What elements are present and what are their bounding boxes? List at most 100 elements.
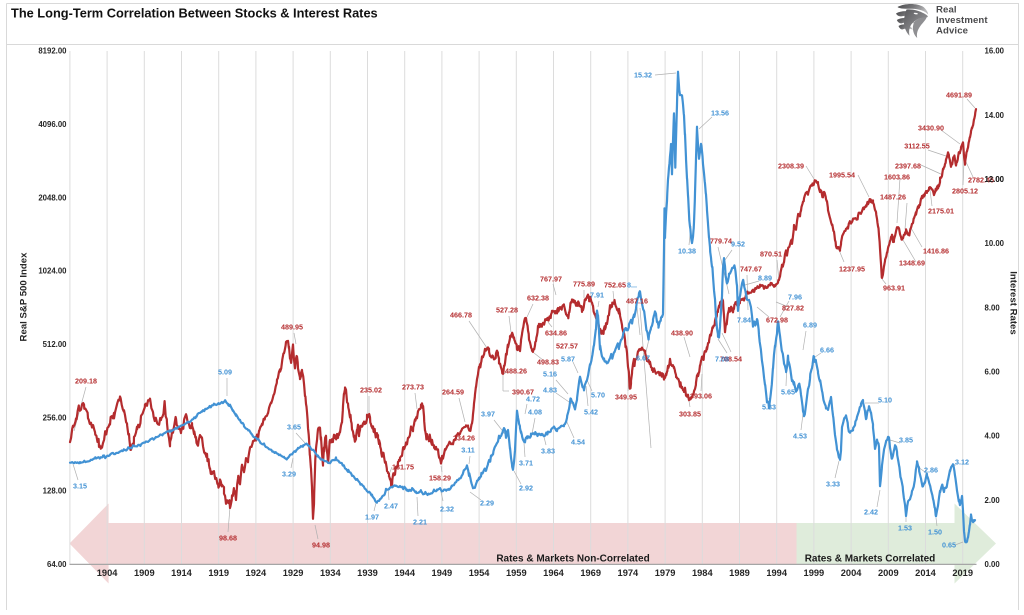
svg-text:775.89: 775.89 xyxy=(573,280,595,289)
svg-text:1348.69: 1348.69 xyxy=(899,259,925,268)
svg-text:1939: 1939 xyxy=(357,568,378,578)
svg-text:2.86: 2.86 xyxy=(924,466,938,475)
svg-text:4.72: 4.72 xyxy=(526,395,540,404)
svg-text:1904: 1904 xyxy=(97,568,119,578)
svg-text:512.00: 512.00 xyxy=(43,340,68,349)
svg-text:0.65: 0.65 xyxy=(942,541,956,550)
svg-text:Rates & Markets Non-Correlated: Rates & Markets Non-Correlated xyxy=(496,553,649,564)
svg-text:708.54: 708.54 xyxy=(720,355,742,364)
svg-text:1974: 1974 xyxy=(618,568,640,578)
svg-text:2009: 2009 xyxy=(878,568,899,578)
svg-text:3.33: 3.33 xyxy=(826,480,840,489)
svg-text:5.16: 5.16 xyxy=(543,370,557,379)
svg-text:4096.00: 4096.00 xyxy=(38,120,67,129)
svg-text:1024.00: 1024.00 xyxy=(38,267,67,276)
svg-text:12.00: 12.00 xyxy=(985,175,1005,184)
svg-text:466.78: 466.78 xyxy=(450,311,472,320)
svg-text:3.15: 3.15 xyxy=(73,482,87,491)
svg-text:14.00: 14.00 xyxy=(985,111,1005,120)
svg-text:235.02: 235.02 xyxy=(360,386,382,395)
svg-text:94.98: 94.98 xyxy=(312,541,330,550)
svg-text:1979: 1979 xyxy=(655,568,676,578)
svg-text:5.42: 5.42 xyxy=(584,408,598,417)
svg-text:5.10: 5.10 xyxy=(878,396,892,405)
svg-text:6.67: 6.67 xyxy=(636,354,650,363)
svg-text:488.26: 488.26 xyxy=(505,367,527,376)
svg-text:8.00: 8.00 xyxy=(985,303,1001,312)
svg-text:1934: 1934 xyxy=(320,568,342,578)
svg-text:Interest Rates: Interest Rates xyxy=(1008,271,1019,334)
svg-text:10.00: 10.00 xyxy=(985,239,1005,248)
svg-text:527.57: 527.57 xyxy=(556,342,578,351)
svg-text:158.29: 158.29 xyxy=(429,474,451,483)
svg-text:349.95: 349.95 xyxy=(615,393,637,402)
svg-text:4.08: 4.08 xyxy=(528,408,542,417)
svg-text:1984: 1984 xyxy=(692,568,714,578)
svg-text:8192.00: 8192.00 xyxy=(38,47,67,56)
svg-text:1909: 1909 xyxy=(134,568,155,578)
svg-text:1487.26: 1487.26 xyxy=(880,193,906,202)
svg-text:2.00: 2.00 xyxy=(985,496,1001,505)
svg-text:747.67: 747.67 xyxy=(740,265,762,274)
svg-text:273.73: 273.73 xyxy=(402,383,424,392)
svg-text:963.91: 963.91 xyxy=(883,284,905,293)
svg-text:5.87: 5.87 xyxy=(561,355,575,364)
svg-text:64.00: 64.00 xyxy=(47,560,67,569)
svg-text:4.83: 4.83 xyxy=(543,386,557,395)
svg-text:2.47: 2.47 xyxy=(384,502,398,511)
svg-text:1994: 1994 xyxy=(766,568,788,578)
svg-text:7.08: 7.08 xyxy=(715,355,729,364)
svg-text:128.00: 128.00 xyxy=(43,487,68,496)
svg-text:3112.55: 3112.55 xyxy=(904,142,930,151)
svg-text:6.00: 6.00 xyxy=(985,368,1001,377)
svg-text:4.00: 4.00 xyxy=(985,432,1001,441)
svg-text:1416.86: 1416.86 xyxy=(923,247,949,256)
svg-text:4.53: 4.53 xyxy=(793,432,807,441)
svg-text:1.53: 1.53 xyxy=(898,524,912,533)
svg-text:2.42: 2.42 xyxy=(864,508,878,517)
svg-text:2004: 2004 xyxy=(841,568,863,578)
svg-text:10.38: 10.38 xyxy=(678,247,696,256)
svg-text:2308.39: 2308.39 xyxy=(778,162,804,171)
svg-text:1919: 1919 xyxy=(208,568,229,578)
svg-text:15.32: 15.32 xyxy=(634,71,652,80)
svg-text:870.51: 870.51 xyxy=(760,250,782,259)
svg-text:131.75: 131.75 xyxy=(392,463,414,472)
svg-text:9.52: 9.52 xyxy=(731,240,745,249)
svg-text:3.97: 3.97 xyxy=(481,410,495,419)
svg-text:5.70: 5.70 xyxy=(591,391,605,400)
svg-text:13.56: 13.56 xyxy=(711,109,729,118)
svg-text:393.06: 393.06 xyxy=(690,392,712,401)
svg-text:209.18: 209.18 xyxy=(75,377,97,386)
svg-text:1237.95: 1237.95 xyxy=(839,265,865,274)
svg-text:3.11: 3.11 xyxy=(461,446,475,455)
svg-text:3.12: 3.12 xyxy=(955,458,969,467)
svg-text:2019: 2019 xyxy=(952,568,973,578)
svg-text:2805.12: 2805.12 xyxy=(952,187,978,196)
svg-text:2782.45: 2782.45 xyxy=(968,176,994,185)
svg-text:438.90: 438.90 xyxy=(671,329,693,338)
svg-text:5.65: 5.65 xyxy=(781,388,795,397)
svg-text:672.98: 672.98 xyxy=(766,316,788,325)
svg-text:1969: 1969 xyxy=(580,568,601,578)
svg-text:1999: 1999 xyxy=(804,568,825,578)
svg-text:Real: Real xyxy=(936,5,957,16)
svg-text:1989: 1989 xyxy=(729,568,750,578)
svg-text:4691.89: 4691.89 xyxy=(946,91,972,100)
svg-text:2.92: 2.92 xyxy=(519,484,533,493)
svg-text:7.96: 7.96 xyxy=(788,293,802,302)
svg-text:3.71: 3.71 xyxy=(519,459,533,468)
svg-text:1944: 1944 xyxy=(394,568,416,578)
svg-text:16.00: 16.00 xyxy=(985,47,1005,56)
svg-text:2048.00: 2048.00 xyxy=(38,193,67,202)
svg-text:7.91: 7.91 xyxy=(590,291,604,300)
svg-text:2.21: 2.21 xyxy=(413,518,427,527)
svg-text:Rates & Markets Correlated: Rates & Markets Correlated xyxy=(805,553,936,564)
svg-text:2014: 2014 xyxy=(915,568,937,578)
svg-text:767.97: 767.97 xyxy=(540,275,562,284)
svg-text:Advice: Advice xyxy=(936,25,968,36)
svg-text:2397.68: 2397.68 xyxy=(895,162,921,171)
svg-text:3.83: 3.83 xyxy=(541,447,555,456)
svg-text:4.54: 4.54 xyxy=(571,438,585,447)
svg-text:5.33: 5.33 xyxy=(762,403,776,412)
